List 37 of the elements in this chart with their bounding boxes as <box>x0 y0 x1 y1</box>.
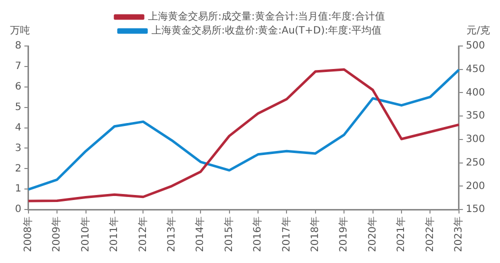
x-tick-label: 2015年 <box>222 216 235 252</box>
y2-tick-label: 300 <box>466 134 486 146</box>
legend-label: 上海黄金交易所:成交量:黄金合计:当月值:年度:合计值 <box>148 10 385 23</box>
y-tick-label: 4 <box>14 122 22 134</box>
x-tick-label: 2017年 <box>280 216 292 252</box>
y2-tick-label: 150 <box>466 204 486 216</box>
y-tick-label: 5 <box>14 102 22 113</box>
x-tick-label: 2013年 <box>165 216 178 252</box>
x-tick-label: 2010年 <box>79 216 92 252</box>
y2-tick-label: 450 <box>466 64 486 75</box>
y2-tick-label: 400 <box>466 87 486 98</box>
y-tick-label: 2 <box>14 163 22 174</box>
y-tick-label: 8 <box>14 40 22 52</box>
x-tick-label: 2019年 <box>338 216 350 252</box>
y-tick-label: 7 <box>14 61 22 72</box>
x-tick-label: 2016年 <box>252 216 264 252</box>
y2-tick-label: 250 <box>466 157 486 168</box>
x-tick-label: 2011年 <box>108 216 120 252</box>
y-tick-label: 0 <box>14 204 22 216</box>
x-tick-label: 2018年 <box>308 216 321 252</box>
x-tick-label: 2023年 <box>452 216 465 252</box>
x-tick-label: 2008年 <box>22 216 34 252</box>
y2-axis-title: 元/克 <box>466 24 490 37</box>
y2-tick-label: 350 <box>466 110 486 122</box>
y-tick-label: 6 <box>14 81 22 92</box>
x-tick-label: 2009年 <box>50 216 63 252</box>
y-axis-title: 万吨 <box>10 24 30 37</box>
x-tick-label: 2021年 <box>395 216 408 252</box>
y2-tick-label: 500 <box>466 40 486 52</box>
x-tick-label: 2014年 <box>194 216 206 252</box>
x-tick-label: 2022年 <box>424 216 436 252</box>
y-tick-label: 3 <box>14 142 22 154</box>
legend-label: 上海黄金交易所:收盘价:黄金:Au(T+D):年度:平均值 <box>151 24 382 37</box>
y2-tick-label: 200 <box>466 180 486 192</box>
x-tick-label: 2020年 <box>366 216 378 252</box>
y-tick-label: 1 <box>14 184 22 195</box>
x-tick-label: 2012年 <box>136 216 149 252</box>
